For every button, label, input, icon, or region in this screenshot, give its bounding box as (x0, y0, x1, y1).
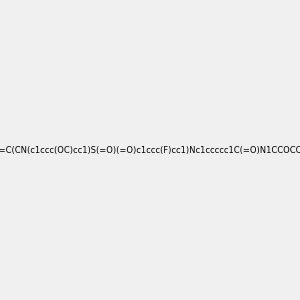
Text: O=C(CN(c1ccc(OC)cc1)S(=O)(=O)c1ccc(F)cc1)Nc1ccccc1C(=O)N1CCOCC1: O=C(CN(c1ccc(OC)cc1)S(=O)(=O)c1ccc(F)cc1… (0, 146, 300, 154)
